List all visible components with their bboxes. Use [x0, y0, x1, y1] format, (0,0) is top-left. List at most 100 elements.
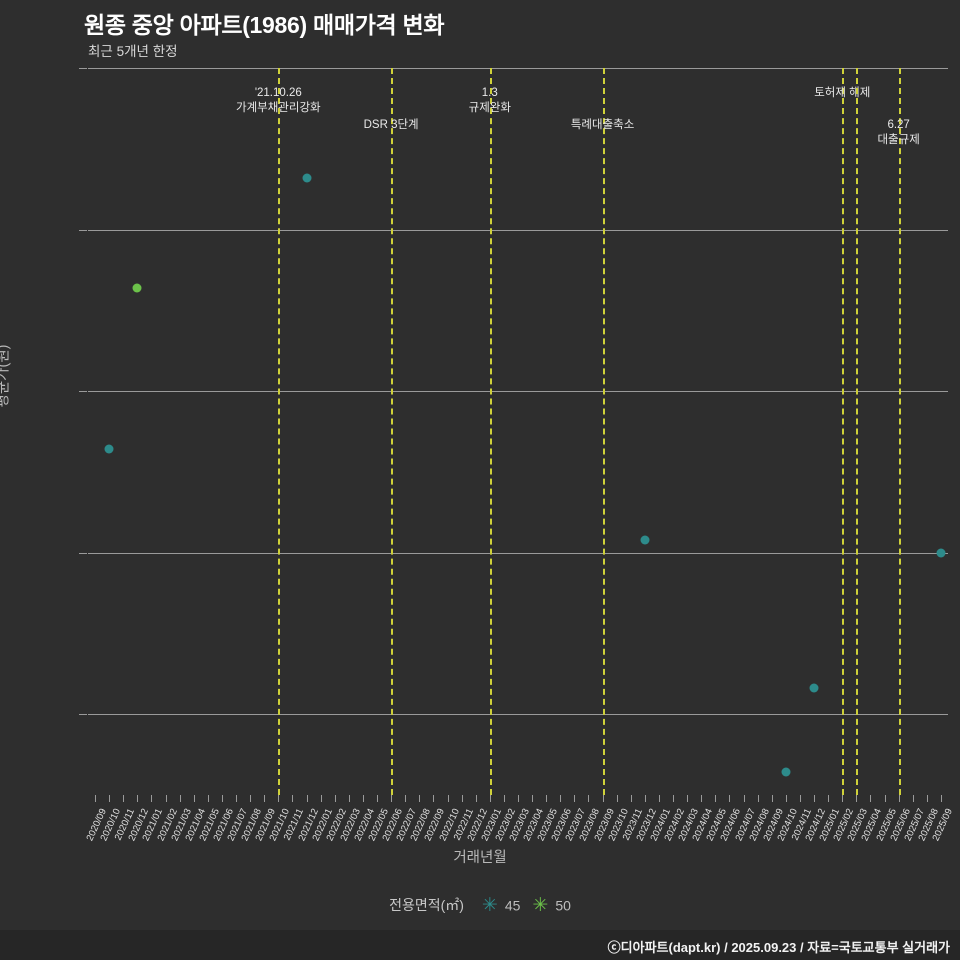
- x-tick-mark: [377, 795, 379, 802]
- x-tick-mark: [250, 795, 252, 802]
- data-point[interactable]: [104, 444, 114, 454]
- footer-credit: ⓒ디아파트(dapt.kr) / 2025.09.23 / 자료=국토교통부 실…: [607, 940, 950, 955]
- x-tick-mark: [940, 795, 942, 802]
- y-gridline: [88, 552, 948, 554]
- x-tick-mark: [236, 795, 238, 802]
- y-tick-mark: [79, 714, 87, 716]
- event-annotation-label: 6.27 대출규제: [877, 119, 920, 146]
- x-tick-mark: [503, 795, 505, 802]
- x-tick-mark: [658, 795, 660, 802]
- x-tick-mark: [757, 795, 759, 802]
- x-tick-mark: [828, 795, 830, 802]
- x-axis-title: 거래년월: [453, 850, 507, 866]
- legend-title: 전용면적(㎡): [389, 897, 464, 913]
- x-tick-mark: [362, 795, 364, 802]
- x-tick-mark: [292, 795, 294, 802]
- y-gridline: [88, 391, 948, 393]
- x-tick-mark: [123, 795, 125, 802]
- event-annotation-label: '21.10.26 가계부채관리강화: [235, 87, 321, 114]
- event-annotation-label: 1.3 규제완화: [468, 87, 511, 114]
- x-tick-mark: [701, 795, 703, 802]
- data-point[interactable]: [302, 173, 312, 183]
- x-tick-mark: [926, 795, 928, 802]
- data-point[interactable]: [936, 548, 946, 558]
- legend-marker-icon: ✳: [532, 894, 549, 916]
- x-tick-mark: [856, 795, 858, 802]
- x-tick-mark: [264, 795, 266, 802]
- x-tick-mark: [489, 795, 491, 802]
- x-tick-mark: [532, 795, 534, 802]
- data-point[interactable]: [781, 767, 791, 777]
- x-tick-mark: [109, 795, 111, 802]
- x-tick-mark: [715, 795, 717, 802]
- event-annotation-label: 특례대출축소: [570, 119, 635, 131]
- x-tick-mark: [644, 795, 646, 802]
- x-tick-mark: [814, 795, 816, 802]
- y-tick-mark: [79, 68, 87, 69]
- event-annotation-label: DSR 3단계: [363, 119, 419, 131]
- x-tick-mark: [884, 795, 886, 802]
- event-vline: [278, 68, 281, 795]
- x-tick-mark: [518, 795, 519, 802]
- data-point[interactable]: [640, 535, 650, 545]
- x-tick-mark: [602, 795, 604, 802]
- x-tick-mark: [165, 795, 167, 802]
- x-tick-mark: [95, 795, 97, 802]
- data-point[interactable]: [132, 283, 142, 293]
- page-title: 원종 중앙 아파트(1986) 매매가격 변화: [84, 12, 445, 38]
- data-point[interactable]: [809, 683, 819, 693]
- x-tick-mark: [574, 795, 576, 802]
- x-tick-mark: [630, 795, 632, 802]
- event-annotation-label: 토허제 해제: [814, 87, 871, 99]
- y-gridline: [88, 68, 948, 69]
- x-tick-mark: [546, 795, 548, 802]
- x-tick-mark: [151, 795, 153, 802]
- x-tick-mark: [771, 795, 773, 802]
- x-tick-mark: [475, 795, 477, 802]
- x-tick-mark: [221, 795, 223, 802]
- x-tick-mark: [207, 795, 209, 802]
- event-vline: [489, 68, 492, 795]
- x-tick-mark: [306, 795, 308, 802]
- event-vline: [856, 68, 859, 795]
- legend: 전용면적(㎡) ✳ 45 ✳ 50: [0, 895, 960, 915]
- x-tick-mark: [320, 795, 322, 802]
- y-tick-mark: [79, 229, 87, 231]
- x-tick-mark: [447, 795, 449, 802]
- x-tick-mark: [898, 795, 900, 802]
- y-axis-title: 평균가(원): [0, 344, 12, 408]
- x-tick-mark: [405, 795, 407, 802]
- x-tick-mark: [842, 795, 844, 802]
- x-tick-mark: [193, 795, 195, 802]
- y-gridline: [88, 714, 948, 716]
- event-vline: [842, 68, 845, 795]
- event-vline: [602, 68, 605, 795]
- x-tick-mark: [137, 795, 139, 802]
- x-tick-mark: [419, 795, 421, 802]
- legend-item-label[interactable]: 50: [555, 897, 571, 914]
- x-tick-mark: [785, 795, 787, 802]
- x-tick-mark: [743, 795, 745, 802]
- y-gridline: [88, 229, 948, 231]
- event-vline: [898, 68, 901, 795]
- x-tick-mark: [912, 795, 914, 802]
- plot-area: 2.75억2.5억2.25억2억1.75억'21.10.26가계부채관리강화DS…: [79, 68, 955, 843]
- x-tick-mark: [433, 795, 435, 802]
- x-tick-mark: [391, 795, 393, 802]
- footer-bar: [0, 930, 960, 960]
- x-tick-mark: [616, 795, 618, 802]
- x-tick-mark: [461, 795, 463, 802]
- x-tick-mark: [673, 795, 675, 802]
- x-tick-mark: [870, 795, 872, 802]
- y-tick-mark: [79, 552, 87, 554]
- legend-item-label[interactable]: 45: [504, 897, 521, 914]
- x-tick-mark: [729, 795, 731, 802]
- chart-subtitle: 최근 5개년 한정: [88, 44, 178, 59]
- x-tick-mark: [334, 795, 336, 802]
- x-tick-mark: [588, 795, 590, 802]
- x-tick-mark: [560, 795, 562, 802]
- x-tick-mark: [179, 795, 181, 802]
- x-tick-mark: [348, 795, 350, 802]
- x-tick-mark: [799, 795, 801, 802]
